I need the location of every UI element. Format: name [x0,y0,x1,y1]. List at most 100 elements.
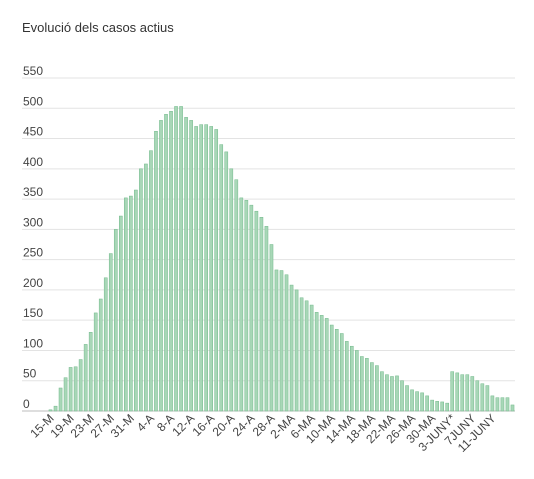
bar-19-MA [375,365,379,412]
bar-5-JUNY [460,374,465,412]
bar-9-MA [324,318,329,412]
bar-3-A [144,163,148,412]
bar-5-MA [304,300,309,412]
bar-31-MA [435,401,439,412]
y-tick-label: 200 [23,276,43,290]
bar-23-M [88,332,93,412]
bar-11-MA [334,329,339,412]
bar-30-M [124,197,128,412]
y-tick-label: 300 [23,215,43,229]
bar-17-A [214,129,219,412]
bar-25-A [254,210,259,412]
bar-7JUNY [470,376,475,412]
y-tick-label: 450 [23,125,43,139]
bars [48,106,515,412]
x-axis-labels: 15-M19-M23-M27-M31-M4-A8-A12-A16-A20-A24… [27,411,498,455]
bar-6-JUNY [465,374,470,412]
bar-9-A [174,106,178,412]
bar-8-JUNY [475,380,480,412]
bar-24-A [249,204,254,412]
x-tick-label: 31-M [108,411,137,440]
bar-27-M [108,253,113,412]
bar-4-A [149,150,153,412]
bar-11-JUNY [490,395,495,412]
bar-2-A [139,168,143,412]
bar-15-MA [355,350,359,412]
bar-24-MA [400,380,404,412]
bar-13-MA [344,341,349,412]
bar-11-A [184,117,188,412]
bar-12-MA [339,333,344,412]
bar-5-A [154,131,158,412]
bar-15-A [204,124,208,412]
bar-10-A [179,106,183,412]
bar-18-M [63,377,68,412]
bar-14-A [199,124,203,412]
bar-17-MA [365,358,369,412]
bar-31-M [129,195,133,412]
bar-4-MA [299,297,304,412]
y-tick-label: 500 [23,94,43,108]
y-tick-label: 0 [23,397,30,411]
bar-17-M [58,387,63,412]
bar-1-JUNY [440,401,444,412]
bar-30-MA [430,399,434,412]
bar-20-MA [380,371,384,412]
bar-23-A [244,200,249,412]
bar-19-M [68,367,73,412]
bar-4-JUNY [455,372,460,412]
y-tick-label: 150 [23,306,43,320]
bar-21-MA [385,374,389,412]
x-tick-label: 4-A [134,411,157,434]
bar-20-M [73,366,78,412]
bar-10-JUNY [485,385,490,412]
bar-3-MA [294,289,299,412]
bar-12-JUNY [495,397,500,412]
bar-30-A [279,270,284,412]
bar-26-M [103,277,108,412]
bar-10-MA [329,324,334,412]
y-tick-label: 400 [23,155,43,169]
bar-3-JUNY* [450,371,455,412]
bar-28-M [113,229,118,412]
bar-12-A [189,120,193,412]
bar-27-MA [415,391,419,412]
bar-27-A [264,226,269,412]
gridlines [22,77,515,412]
bar-2-JUNY [445,402,450,412]
bar-2-MA [289,284,294,412]
y-tick-label: 250 [23,246,43,260]
bar-29-A [274,269,279,412]
bar-18-A [219,144,224,412]
bar-22-A [239,197,244,412]
bar-18-MA [370,362,374,412]
bar-26-MA [410,389,414,412]
bar-6-A [159,120,163,412]
bar-1-A [134,189,138,412]
bar-14-JUNY [505,397,510,412]
bar-16-M [53,405,58,412]
y-tick-label: 100 [23,336,43,350]
bar-24-M [93,312,98,412]
bar-29-MA [425,395,429,412]
bar-25-MA [405,385,409,412]
bar-9-JUNY [480,383,485,412]
bar-6-MA [309,304,314,412]
bar-26-A [259,217,264,412]
y-axis-labels: 0 50 100 150 200 250 300 350 400 450 500 550 [23,64,43,411]
y-tick-label: 350 [23,185,43,199]
bar-20-A [229,168,234,412]
bar-15-JUNY [510,404,515,412]
bar-7-MA [314,312,319,412]
bar-28-A [269,244,274,412]
bar-25-M [98,298,103,412]
bar-14-MA [349,345,354,412]
bar-29-M [119,215,123,412]
y-tick-label: 550 [23,64,43,78]
bar-21-A [234,179,239,412]
bar-19-A [224,151,229,412]
bar-28-MA [420,392,424,412]
bar-8-MA [319,315,324,412]
bar-15-M [48,409,53,412]
